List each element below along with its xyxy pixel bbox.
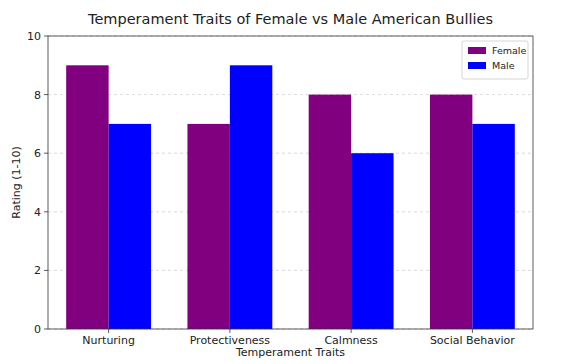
plot-frame xyxy=(48,36,533,329)
chart-title: Temperament Traits of Female vs Male Ame… xyxy=(87,11,493,27)
legend-swatch xyxy=(468,47,486,54)
y-axis-label: Rating (1-10) xyxy=(10,146,23,219)
x-tick xyxy=(108,329,109,333)
bar xyxy=(66,65,108,329)
y-tick-label: 4 xyxy=(34,206,41,219)
bar xyxy=(230,65,272,329)
bar xyxy=(472,124,514,329)
y-tick xyxy=(44,329,48,330)
y-tick xyxy=(44,270,48,271)
legend-label: Male xyxy=(492,60,515,71)
legend-box xyxy=(462,41,528,79)
bar xyxy=(187,124,229,329)
x-axis-label: Temperament Traits xyxy=(235,346,345,359)
chart-container: 0246810NurturingProtectivenessCalmnessSo… xyxy=(0,0,569,364)
y-tick-label: 8 xyxy=(34,89,41,102)
y-tick-label: 6 xyxy=(34,147,41,160)
y-tick-label: 10 xyxy=(27,30,41,43)
bar xyxy=(109,124,151,329)
y-tick xyxy=(44,153,48,154)
legend-swatch xyxy=(468,62,486,69)
y-tick-label: 2 xyxy=(34,264,41,277)
legend: Female Male xyxy=(462,41,528,79)
y-tick xyxy=(44,94,48,95)
chart-svg: 0246810NurturingProtectivenessCalmnessSo… xyxy=(0,0,569,364)
x-tick-label: Nurturing xyxy=(82,334,135,347)
y-tick xyxy=(44,211,48,212)
y-tick-label: 0 xyxy=(34,323,41,336)
bar xyxy=(351,153,393,329)
bar xyxy=(430,95,472,329)
x-tick xyxy=(229,329,230,333)
x-tick-label: Social Behavior xyxy=(430,334,515,347)
bars xyxy=(66,65,515,329)
x-tick xyxy=(472,329,473,333)
bar xyxy=(309,95,351,329)
y-tick xyxy=(44,36,48,37)
background xyxy=(0,0,569,364)
legend-label: Female xyxy=(492,45,527,56)
x-tick xyxy=(351,329,352,333)
